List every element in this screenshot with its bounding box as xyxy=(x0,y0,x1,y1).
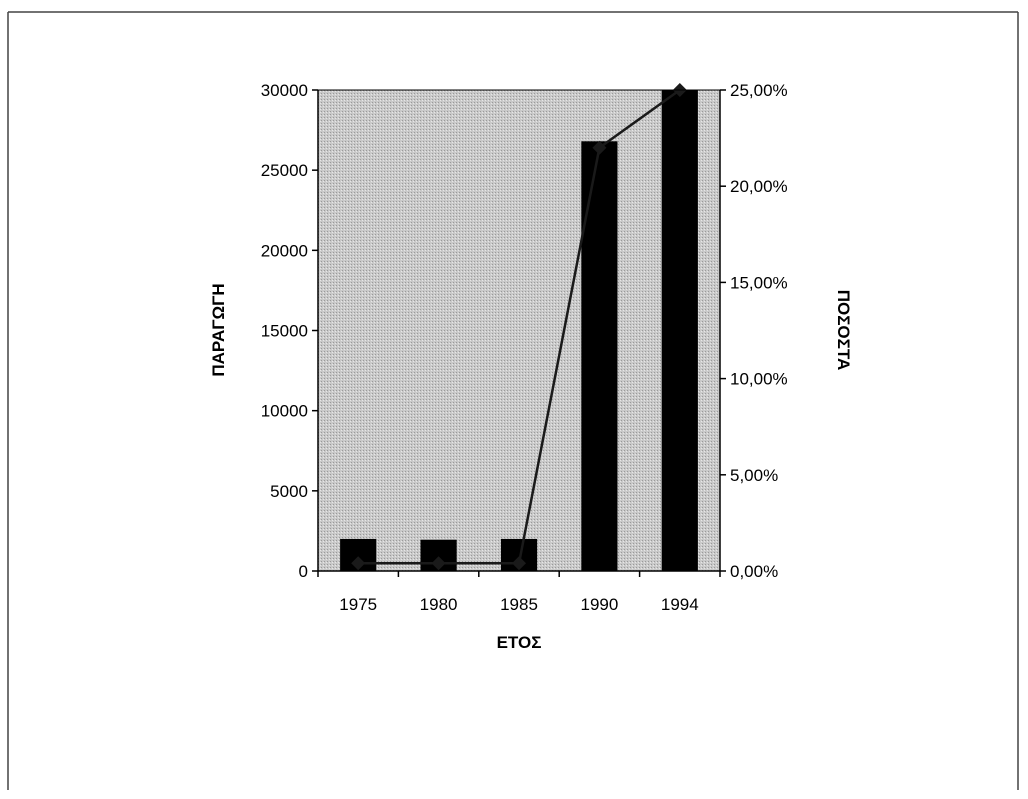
right-tick-label: 20,00% xyxy=(730,177,788,196)
left-axis-ticks: 0 5000 10000 15000 20000 25000 30000 xyxy=(261,81,318,581)
left-tick-label: 20000 xyxy=(261,241,308,260)
left-tick-label: 15000 xyxy=(261,322,308,341)
y-axis-title: ΠΑΡΑΓΩΓΗ xyxy=(209,283,228,376)
x-tick-label: 1980 xyxy=(420,595,458,614)
right-tick-label: 0,00% xyxy=(730,562,778,581)
right-tick-label: 25,00% xyxy=(730,81,788,100)
x-tick-label: 1985 xyxy=(500,595,538,614)
y2-axis-title: ΠΟΣΟΣΤΑ xyxy=(834,290,853,371)
left-tick-label: 25000 xyxy=(261,161,308,180)
left-tick-label: 10000 xyxy=(261,402,308,421)
plot-area xyxy=(318,90,720,571)
line-marker-1980 xyxy=(431,556,446,571)
x-tick-label: 1994 xyxy=(661,595,699,614)
x-tick-label: 1975 xyxy=(339,595,377,614)
bar-1994 xyxy=(661,90,698,571)
x-tick-label: 1990 xyxy=(580,595,618,614)
bar-1990 xyxy=(581,141,618,571)
right-axis-ticks: 0,00% 5,00% 10,00% 15,00% 20,00% 25,00% xyxy=(720,81,788,581)
bar-series xyxy=(340,90,698,571)
right-tick-label: 10,00% xyxy=(730,370,788,389)
x-axis-title: ΕΤΟΣ xyxy=(497,633,542,652)
line-marker-1975 xyxy=(351,556,366,571)
line-series xyxy=(351,83,687,571)
right-tick-label: 15,00% xyxy=(730,273,788,292)
plot-background xyxy=(318,90,720,571)
left-tick-label: 30000 xyxy=(261,81,308,100)
x-axis-ticks: 1975 1980 1985 1990 1994 xyxy=(317,571,721,614)
left-tick-label: 0 xyxy=(299,562,308,581)
line-marker-1990 xyxy=(592,140,607,155)
left-tick-label: 5000 xyxy=(270,482,308,501)
right-tick-label: 5,00% xyxy=(730,466,778,485)
line-marker-1985 xyxy=(512,556,526,571)
